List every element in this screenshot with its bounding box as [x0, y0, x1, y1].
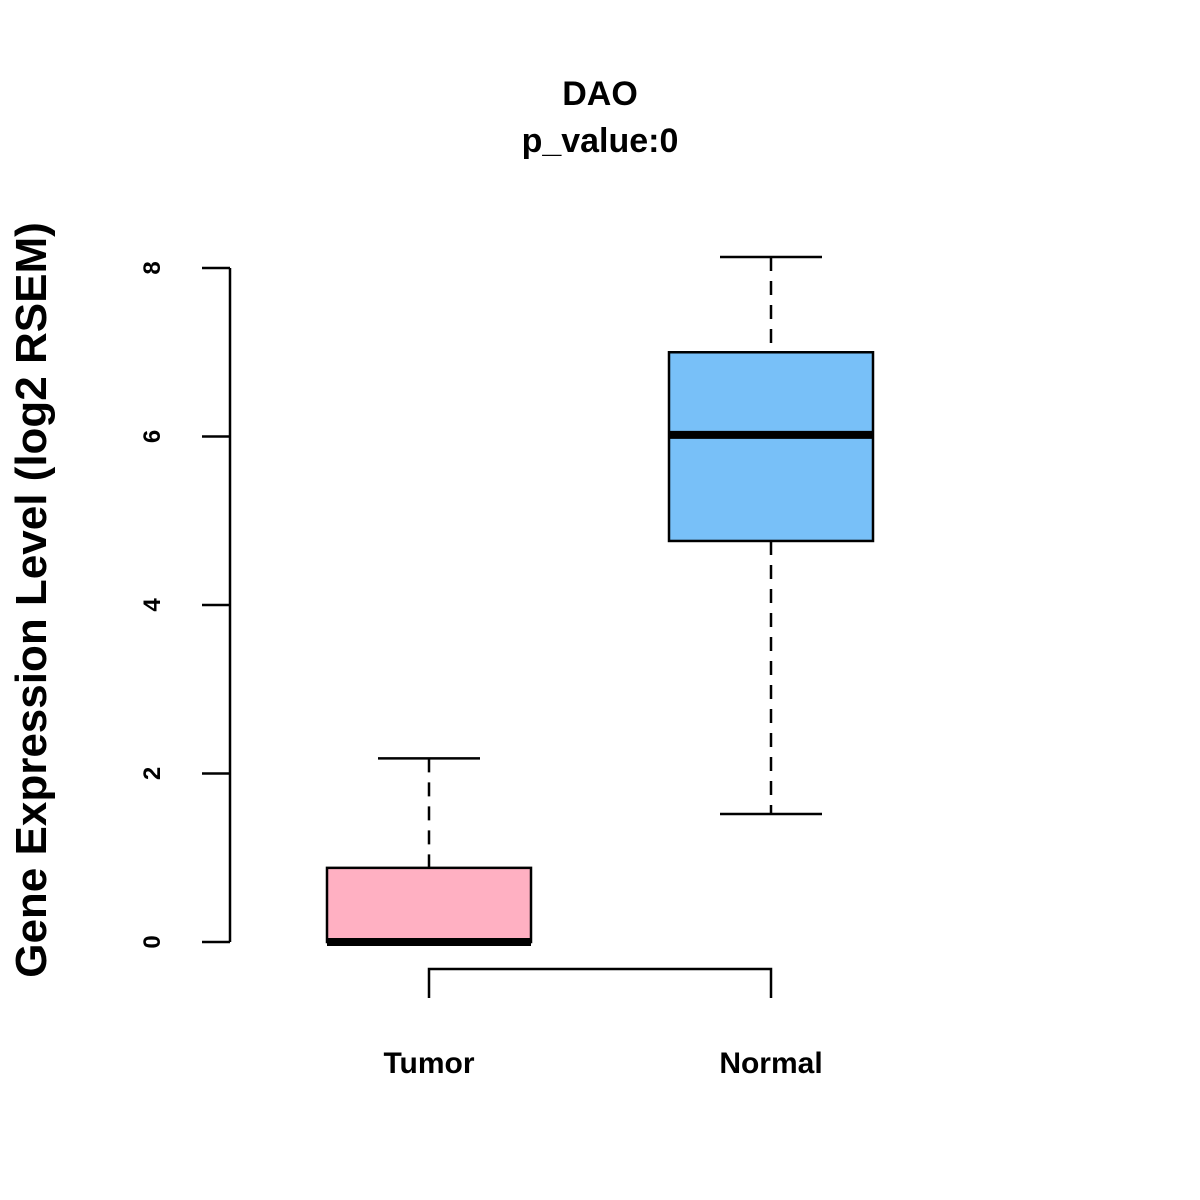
- chart-subtitle: p_value:0: [522, 122, 679, 160]
- y-tick-label: 8: [139, 261, 166, 274]
- y-tick-label: 6: [139, 430, 166, 443]
- bracket-line: [427, 967, 773, 998]
- box-tumor: [325, 757, 533, 946]
- y-tick-label: 4: [139, 598, 166, 612]
- box-body: [667, 351, 875, 543]
- y-tick-label: 0: [139, 935, 166, 948]
- category-labels: Tumor Normal: [383, 1047, 822, 1080]
- box-normal: [667, 255, 875, 816]
- category-label: Normal: [719, 1047, 822, 1080]
- comparison-bracket: [427, 967, 773, 998]
- chart-title: DAO: [562, 75, 638, 113]
- category-label: Tumor: [383, 1047, 474, 1080]
- boxes-group: [325, 255, 875, 946]
- y-axis-ticks: 0 2 4 6 8: [139, 261, 230, 949]
- y-axis-label: Gene Expression Level (log2 RSEM): [7, 222, 56, 978]
- y-tick-label: 2: [139, 767, 166, 780]
- box-body: [325, 866, 533, 944]
